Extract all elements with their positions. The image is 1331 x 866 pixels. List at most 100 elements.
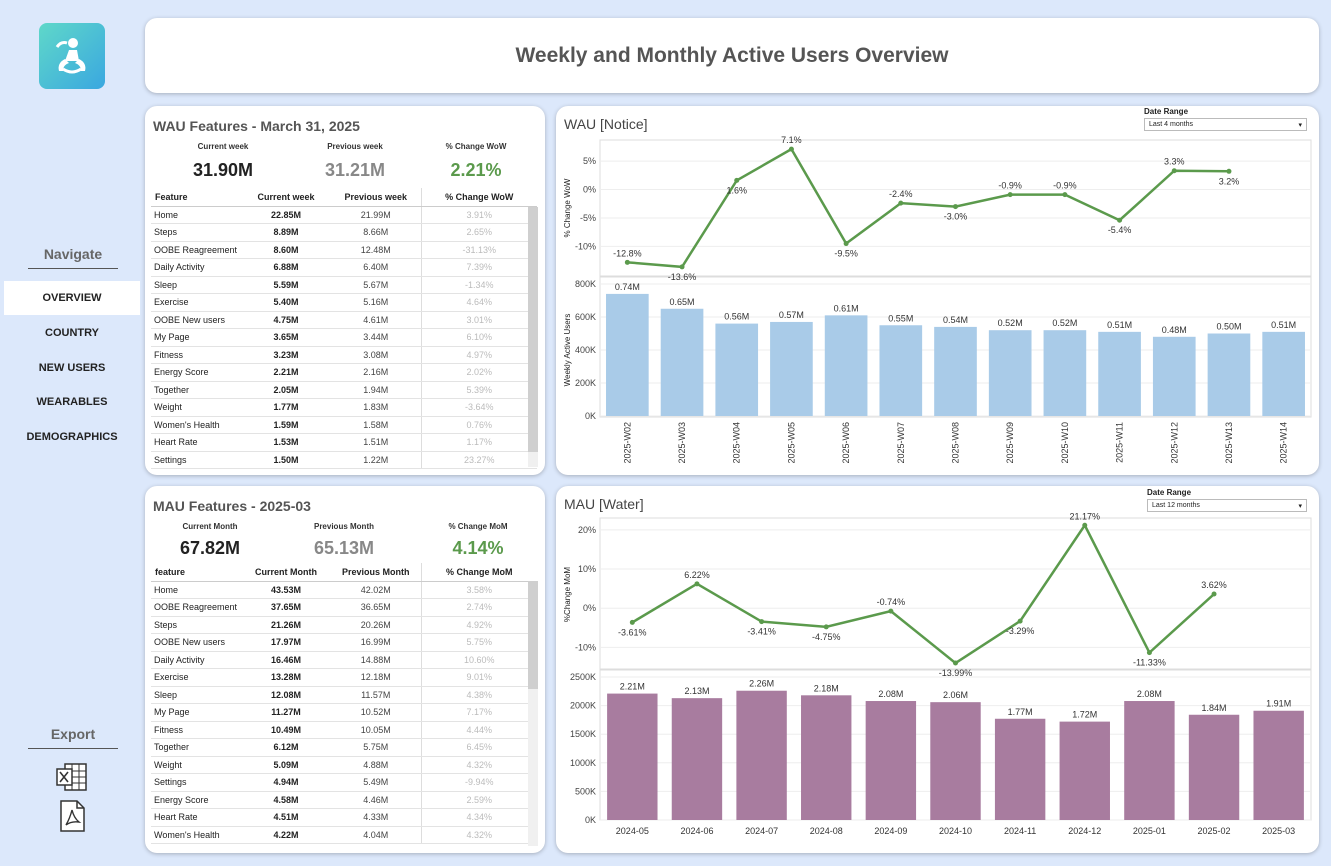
date-range-select[interactable]: Last 4 months ▾ xyxy=(1144,118,1307,131)
table-row[interactable]: OOBE Reagreement 8.60M 12.48M -31.13% xyxy=(151,241,537,259)
current-value-cell: 2.21M xyxy=(241,363,331,382)
scrollbar-thumb[interactable] xyxy=(528,207,538,452)
change-cell: 3.91% xyxy=(420,206,537,224)
previous-value-cell: 36.65M xyxy=(331,598,421,617)
x-tick-label: 2024-08 xyxy=(810,826,843,836)
table-row[interactable]: Fitness 3.23M 3.08M 4.97% xyxy=(151,346,537,364)
table-row[interactable]: Energy Score 4.58M 4.46M 2.59% xyxy=(151,791,537,809)
bar xyxy=(994,718,1046,820)
table-row[interactable]: Home 43.53M 42.02M 3.58% xyxy=(151,581,537,599)
scrollbar-track[interactable] xyxy=(528,581,538,846)
bar xyxy=(1262,331,1305,416)
table-row[interactable]: Sleep 12.08M 11.57M 4.38% xyxy=(151,686,537,704)
x-tick-label: 2024-05 xyxy=(616,826,649,836)
nav-item-demographics[interactable]: DEMOGRAPHICS xyxy=(26,431,118,443)
feature-cell: Steps xyxy=(151,616,241,634)
feature-cell: Steps xyxy=(151,223,241,242)
page-title: Weekly and Monthly Active Users Overview xyxy=(515,43,949,67)
table-row[interactable]: Sleep 5.59M 5.67M -1.34% xyxy=(151,276,537,294)
wau-chart: 5% 0% -5% -10%% Change WoW -12.8% -13.6% 1.6% 7… xyxy=(563,135,1312,464)
y-tick-label: 1500K xyxy=(570,729,596,739)
table-row[interactable]: Together 2.05M 1.94M 5.39% xyxy=(151,381,537,399)
bar xyxy=(660,308,704,416)
excel-icon[interactable] xyxy=(56,762,88,794)
table-row[interactable]: Exercise 13.28M 12.18M 9.01% xyxy=(151,668,537,687)
bar xyxy=(1152,336,1196,416)
wau-table-title: WAU Features - March 31, 2025 xyxy=(153,118,360,134)
previous-value-cell: 4.46M xyxy=(331,791,421,809)
pdf-icon[interactable] xyxy=(56,800,88,832)
x-tick-label: 2025-W08 xyxy=(951,422,961,464)
column-header[interactable]: % Change MoM xyxy=(420,563,537,582)
feature-cell: Energy Score xyxy=(151,791,241,809)
table-row[interactable]: Heart Rate 1.53M 1.51M 1.17% xyxy=(151,433,537,452)
feature-cell: OOBE Reagreement xyxy=(151,598,241,617)
nav-item-new-users[interactable]: NEW USERS xyxy=(38,362,106,374)
table-row[interactable]: Settings 1.50M 1.22M 23.27% xyxy=(151,451,537,469)
current-value-cell: 8.60M xyxy=(241,241,331,259)
previous-value-cell: 10.05M xyxy=(331,721,421,739)
previous-value-cell: 16.99M xyxy=(331,633,421,652)
table-row[interactable]: Exercise 5.40M 5.16M 4.64% xyxy=(151,293,537,312)
column-header[interactable]: Feature xyxy=(151,188,241,207)
x-tick-label: 2024-11 xyxy=(1004,826,1036,836)
table-row[interactable]: Steps 21.26M 20.26M 4.92% xyxy=(151,616,537,634)
table-row[interactable]: Together 6.12M 5.75M 6.45% xyxy=(151,738,537,757)
feature-cell: Weight xyxy=(151,398,241,417)
table-row[interactable]: Home 22.85M 21.99M 3.91% xyxy=(151,206,537,224)
current-value-cell: 13.28M xyxy=(241,668,331,687)
date-range-select[interactable]: Last 12 months ▾ xyxy=(1147,499,1307,512)
table-row[interactable]: OOBE New users 4.75M 4.61M 3.01% xyxy=(151,311,537,329)
table-row[interactable]: Women's Health 4.22M 4.04M 4.32% xyxy=(151,826,537,844)
table-row[interactable]: My Page 3.65M 3.44M 6.10% xyxy=(151,328,537,347)
nav-item-wearables[interactable]: WEARABLES xyxy=(36,396,108,408)
y-tick-label: 600K xyxy=(575,312,596,322)
column-header[interactable]: feature xyxy=(151,563,241,582)
column-header[interactable]: % Change WoW xyxy=(420,188,537,207)
change-cell: 9.01% xyxy=(420,668,537,687)
table-row[interactable]: Daily Activity 6.88M 6.40M 7.39% xyxy=(151,258,537,277)
table-row[interactable]: Settings 4.94M 5.49M -9.94% xyxy=(151,773,537,792)
data-label: 0.74M xyxy=(615,282,640,292)
change-cell: 4.32% xyxy=(420,756,537,774)
table-row[interactable]: Daily Activity 16.46M 14.88M 10.60% xyxy=(151,651,537,669)
bar xyxy=(1124,701,1175,820)
nav-item-overview[interactable]: OVERVIEW xyxy=(4,281,140,315)
data-label: 1.84M xyxy=(1202,703,1227,713)
table-row[interactable]: Fitness 10.49M 10.05M 4.44% xyxy=(151,721,537,739)
data-point xyxy=(1171,168,1177,174)
column-header[interactable]: Previous week xyxy=(331,188,421,207)
current-value-cell: 4.94M xyxy=(241,773,331,792)
feature-cell: Daily Activity xyxy=(151,258,241,277)
data-label: 0.51M xyxy=(1107,320,1132,330)
x-tick-label: 2024-09 xyxy=(874,826,907,836)
previous-value-cell: 3.08M xyxy=(331,346,421,364)
table-row[interactable]: Weight 1.77M 1.83M -3.64% xyxy=(151,398,537,417)
table-row[interactable]: Heart Rate 4.51M 4.33M 4.34% xyxy=(151,808,537,827)
table-row[interactable]: Weight 5.09M 4.88M 4.32% xyxy=(151,756,537,774)
column-header[interactable]: Current Month xyxy=(241,563,331,582)
y-tick-label: 0K xyxy=(585,815,596,825)
change-cell: 4.32% xyxy=(420,826,537,844)
kpi-label: % Change WoW xyxy=(445,142,507,151)
table-row[interactable]: Steps 8.89M 8.66M 2.65% xyxy=(151,223,537,242)
change-cell: 6.10% xyxy=(420,328,537,347)
table-row[interactable]: My Page 11.27M 10.52M 7.17% xyxy=(151,703,537,722)
data-point xyxy=(679,264,685,270)
current-value-cell: 4.75M xyxy=(241,311,331,329)
column-header[interactable]: Current week xyxy=(241,188,331,207)
data-point xyxy=(1117,217,1123,223)
table-row[interactable]: Energy Score 2.21M 2.16M 2.02% xyxy=(151,363,537,382)
table-row[interactable]: Women's Health 1.59M 1.58M 0.76% xyxy=(151,416,537,434)
column-header[interactable]: Previous Month xyxy=(331,563,421,582)
scrollbar-thumb[interactable] xyxy=(528,581,538,689)
nav-item-country[interactable]: COUNTRY xyxy=(45,327,99,339)
x-tick-label: 2025-W13 xyxy=(1224,422,1234,464)
chevron-down-icon: ▾ xyxy=(1298,121,1302,129)
kpi-label: Previous Month xyxy=(313,522,374,531)
mau-features-table: feature Current Month Previous Month % C… xyxy=(151,563,537,844)
table-row[interactable]: OOBE New users 17.97M 16.99M 5.75% xyxy=(151,633,537,652)
data-label: 2.08M xyxy=(1137,689,1162,699)
bar xyxy=(715,323,759,416)
table-row[interactable]: OOBE Reagreement 37.65M 36.65M 2.74% xyxy=(151,598,537,617)
